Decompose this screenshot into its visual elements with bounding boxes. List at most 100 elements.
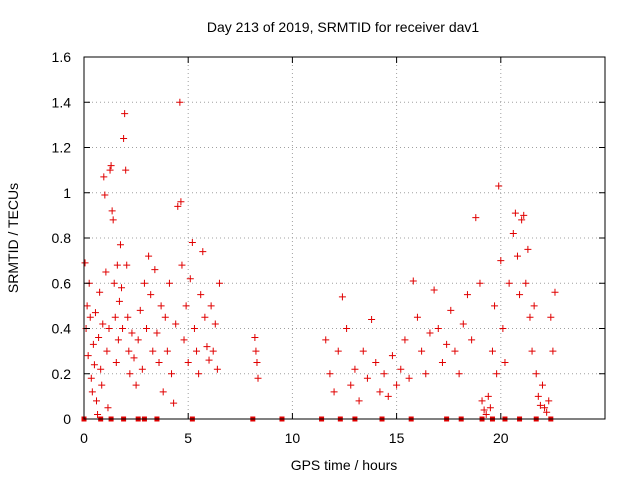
x-tick-labels: 0 5 10 15 20 (80, 430, 509, 446)
data-point (205, 356, 213, 364)
data-point (118, 284, 126, 292)
data-point (125, 347, 133, 355)
data-point (87, 374, 95, 382)
ticks-layer (83, 56, 605, 420)
data-point (157, 302, 165, 310)
data-point (472, 214, 480, 222)
data-point (455, 370, 463, 378)
data-point (145, 252, 153, 260)
data-point (100, 173, 108, 181)
data-point (132, 381, 140, 389)
data-point (486, 404, 494, 412)
data-point (172, 320, 180, 328)
data-point (161, 313, 169, 321)
data-point (530, 302, 538, 310)
data-point (91, 309, 99, 317)
data-point (388, 352, 396, 360)
data-point (426, 329, 434, 337)
data-point (322, 336, 330, 344)
data-point (149, 347, 157, 355)
data-point (541, 404, 549, 412)
data-point (119, 325, 127, 332)
y-tick-label: 1.4 (52, 94, 72, 110)
data-point (121, 110, 129, 118)
data-point (372, 358, 380, 366)
data-point (459, 320, 467, 328)
data-point (102, 268, 110, 276)
data-point (359, 347, 367, 355)
y-tick-label: 0 (63, 411, 71, 427)
data-point (99, 320, 107, 328)
data-point (94, 410, 102, 418)
x-tick-label: 10 (285, 430, 301, 446)
x-tick-label: 0 (80, 430, 88, 446)
data-point (103, 347, 111, 355)
data-point (495, 182, 503, 190)
data-point (551, 288, 559, 296)
data-point (124, 313, 132, 321)
data-point (501, 358, 509, 366)
y-tick-label: 0.8 (52, 230, 72, 246)
data-point (493, 370, 501, 378)
grid-layer (84, 57, 605, 419)
data-point (115, 297, 123, 305)
data-point (253, 358, 261, 366)
data-point (384, 392, 392, 400)
data-point (468, 336, 476, 344)
data-point (422, 370, 430, 378)
data-point (532, 370, 540, 378)
data-point (401, 336, 409, 344)
data-point (155, 358, 163, 366)
data-point (254, 374, 262, 382)
data-point (113, 261, 121, 269)
data-point (511, 209, 519, 217)
data-point (147, 291, 155, 299)
data-point (188, 239, 196, 247)
data-point (526, 313, 534, 321)
data-point (178, 261, 186, 269)
data-point (105, 325, 113, 332)
data-point (326, 370, 334, 378)
data-point (138, 365, 146, 373)
data-point (338, 293, 346, 301)
data-point (430, 286, 438, 294)
y-tick-label: 1.6 (52, 49, 72, 65)
data-point (522, 279, 530, 287)
data-point (447, 306, 455, 314)
data-point (176, 98, 184, 106)
data-point (163, 347, 171, 355)
data-point (545, 397, 553, 405)
data-point (130, 354, 138, 362)
data-point (122, 166, 130, 174)
data-point (116, 241, 124, 249)
data-point (109, 216, 117, 224)
data-point (165, 279, 173, 287)
data-point (488, 347, 496, 355)
data-point (184, 358, 192, 366)
data-point (197, 291, 205, 299)
data-point (126, 370, 134, 378)
data-point (123, 261, 131, 269)
data-point (536, 401, 544, 409)
data-point (376, 388, 384, 396)
data-point (177, 198, 185, 206)
data-point (159, 388, 167, 396)
data-point (140, 279, 148, 287)
data-point (153, 329, 161, 337)
data-point (101, 191, 109, 199)
data-point (95, 334, 103, 342)
data-point (505, 279, 513, 287)
data-point (195, 370, 203, 378)
data-point (203, 343, 211, 351)
data-point (334, 347, 342, 355)
y-tick-label: 1.2 (52, 140, 72, 156)
data-point (351, 365, 359, 373)
data-point (193, 347, 201, 355)
data-point (88, 388, 96, 396)
y-tick-label: 0.4 (52, 321, 72, 337)
data-point (112, 358, 120, 366)
data-point (209, 347, 217, 355)
data-point (547, 313, 555, 321)
data-point (120, 134, 128, 142)
data-point (393, 381, 401, 389)
